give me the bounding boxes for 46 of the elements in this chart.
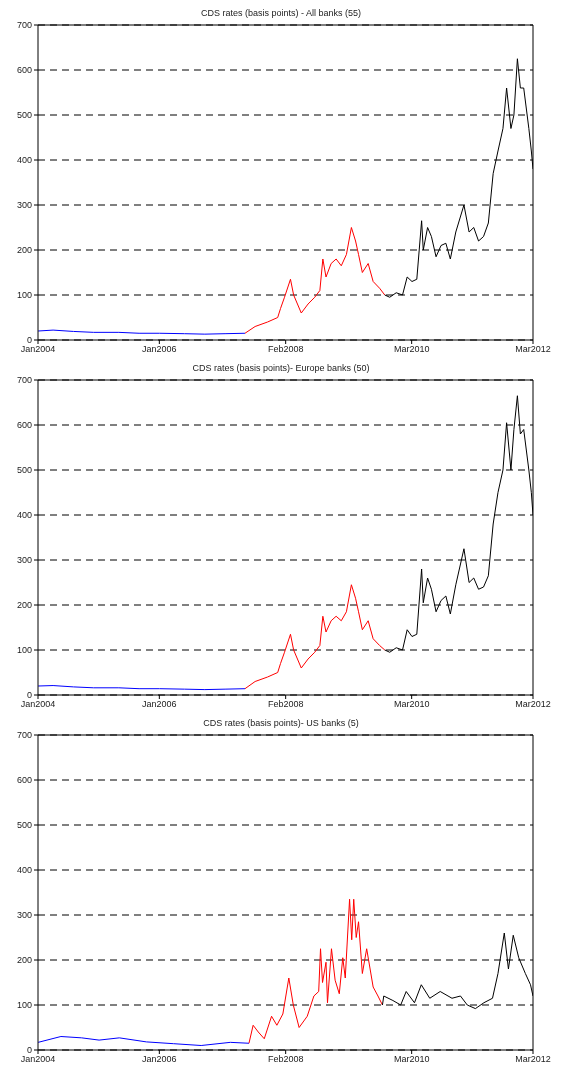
x-tick-label: Feb2008 [267, 1054, 304, 1065]
x-tick-label: Jan2006 [142, 1054, 177, 1065]
y-tick-label: 100 [16, 1000, 32, 1011]
y-tick-label: 300 [16, 200, 32, 211]
y-tick-label: 200 [16, 600, 32, 611]
y-tick-label: 400 [16, 510, 32, 521]
y-tick-label: 0 [26, 690, 32, 701]
y-tick-label: 100 [16, 290, 32, 301]
y-tick-label: 400 [16, 155, 32, 166]
y-tick-label: 100 [16, 645, 32, 656]
x-tick-label: Jan2006 [142, 699, 177, 710]
y-tick-label: 500 [16, 465, 32, 476]
y-tick-label: 600 [16, 420, 32, 431]
chart-title: CDS rates (basis points) - All banks (55) [199, 8, 363, 20]
y-tick-label: 200 [16, 245, 32, 256]
y-tick-label: 300 [16, 555, 32, 566]
y-tick-label: 700 [16, 730, 32, 741]
x-tick-label: Jan2004 [20, 344, 56, 355]
y-tick-label: 0 [26, 1045, 32, 1056]
y-tick-label: 700 [16, 20, 32, 31]
x-tick-label: Mar2010 [393, 1054, 430, 1065]
y-tick-label: 0 [26, 335, 32, 346]
x-tick-label: Mar2012 [515, 699, 551, 710]
y-tick-label: 700 [16, 375, 32, 386]
y-tick-label: 600 [16, 775, 32, 786]
x-tick-label: Mar2012 [515, 344, 551, 355]
y-tick-label: 200 [16, 955, 32, 966]
line-series [248, 898, 383, 1044]
x-tick-label: Mar2010 [393, 699, 430, 710]
chart-title: CDS rates (basis points)- Europe banks (50) [191, 363, 371, 375]
y-tick-label: 600 [16, 65, 32, 76]
y-tick-label: 300 [16, 910, 32, 921]
x-tick-label: Mar2012 [515, 1054, 551, 1065]
line-series [38, 1036, 250, 1046]
chart-title: CDS rates (basis points)- US banks (5) [202, 718, 360, 730]
x-tick-label: Feb2008 [267, 699, 304, 710]
x-tick-label: Feb2008 [267, 344, 304, 355]
y-tick-label: 400 [16, 865, 32, 876]
x-tick-label: Jan2006 [142, 344, 177, 355]
x-tick-label: Jan2004 [20, 1054, 56, 1065]
line-series [244, 584, 386, 690]
line-series [244, 227, 386, 334]
x-tick-label: Mar2010 [393, 344, 430, 355]
x-tick-label: Jan2004 [20, 699, 56, 710]
y-tick-label: 500 [16, 820, 32, 831]
y-tick-label: 500 [16, 110, 32, 121]
